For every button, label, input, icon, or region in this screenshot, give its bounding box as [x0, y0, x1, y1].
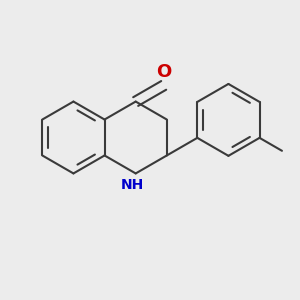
Text: O: O: [156, 63, 171, 81]
Text: NH: NH: [120, 178, 144, 192]
